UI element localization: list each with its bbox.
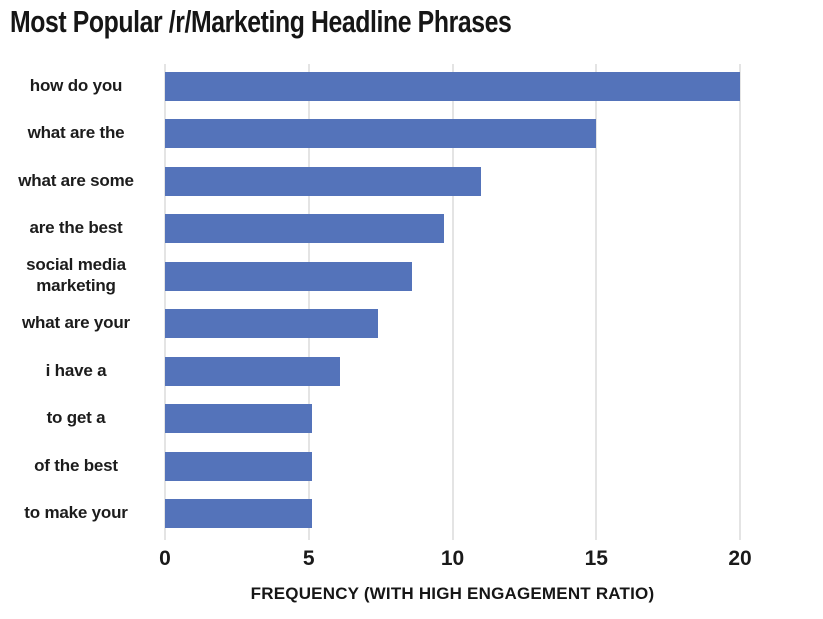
category-label: to get a: [46, 408, 106, 428]
chart-title: Most Popular /r/Marketing Headline Phras…: [10, 4, 512, 39]
gridline-x-5: [307, 64, 310, 540]
category-label: to make your: [24, 503, 128, 523]
category-label: how do you: [29, 75, 123, 95]
category-label: i have a: [45, 360, 107, 380]
x-tick-label-10: 10: [440, 547, 465, 570]
gridline-x-15: [595, 64, 598, 540]
category-label: what are your: [22, 313, 130, 333]
category-label: are the best: [29, 218, 123, 238]
x-tick-label-15: 15: [584, 547, 608, 570]
bar-of-the-best: [165, 451, 312, 481]
gridline-x-10: [451, 64, 454, 540]
category-label: of the best: [34, 455, 118, 475]
gridline-x-0: [164, 64, 166, 540]
x-axis-label: FREQUENCY (WITH HIGH ENGAGEMENT RATIO): [250, 584, 655, 603]
bar-what-are-the: [165, 119, 597, 148]
bar-i-have-a: [165, 356, 341, 386]
x-tick-label-0: 0: [159, 547, 171, 570]
bar-are-the-best: [165, 214, 444, 243]
bar-what-are-your: [165, 309, 378, 338]
category-label: what are some: [18, 170, 134, 190]
bar-to-make-your: [165, 499, 312, 528]
bar-how-do-you: [165, 71, 740, 101]
gridline-x-20: [739, 64, 741, 540]
bar-to-get-a: [165, 404, 312, 433]
bar-what-are-some: [165, 166, 482, 196]
x-tick-label-20: 20: [728, 547, 752, 570]
category-label: what are the: [27, 123, 125, 143]
category-label: social media marketing: [26, 255, 126, 295]
x-tick-label-5: 5: [302, 547, 315, 570]
bar-social-media-marketing: [165, 261, 413, 291]
